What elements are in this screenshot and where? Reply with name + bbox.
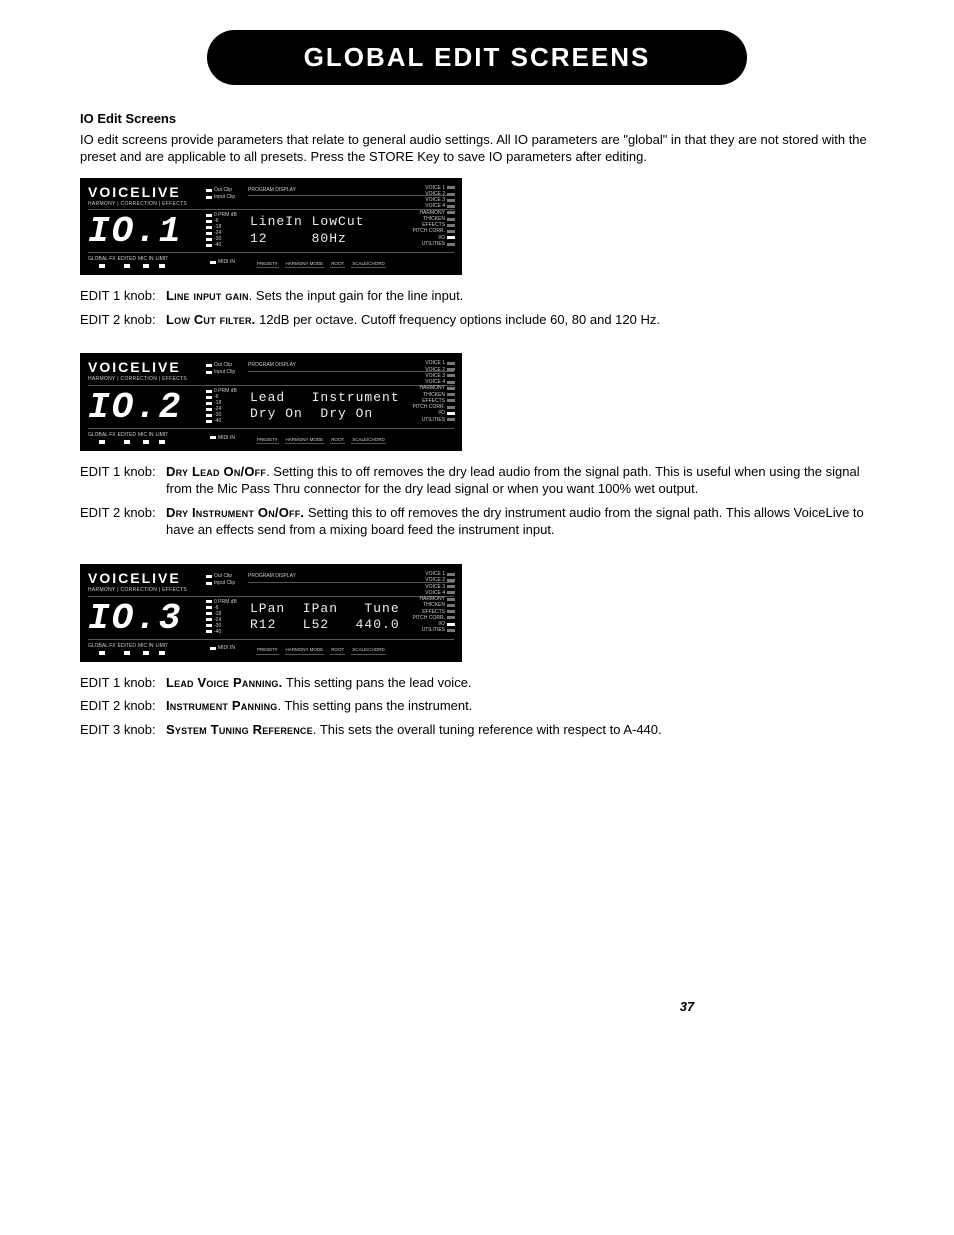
bottom-buttons: GLOBAL FXEDITEDMIC INLIMIT — [88, 432, 206, 444]
knob-label: EDIT 1 knob: — [80, 287, 166, 305]
knob-description-row: EDIT 1 knob: Lead Voice Panning. This se… — [80, 674, 874, 692]
brand-subtitle: HARMONY | CORRECTION | EFFECTS — [88, 587, 206, 594]
knob-label: EDIT 2 knob: — [80, 697, 166, 715]
clip-indicators: Out Clip Input Clip — [206, 185, 248, 201]
clip-indicators: Out Clip Input Clip — [206, 360, 248, 376]
midi-indicator: MIDI IN — [210, 432, 252, 444]
section-heading: IO Edit Screens — [80, 110, 874, 128]
knob-label: EDIT 1 knob: — [80, 674, 166, 692]
knob-description-row: EDIT 2 knob: Low Cut filter. 12dB per oc… — [80, 311, 874, 329]
brand-subtitle: HARMONY | CORRECTION | EFFECTS — [88, 201, 206, 208]
bottom-buttons: GLOBAL FXEDITEDMIC INLIMIT — [88, 256, 206, 268]
knob-label: EDIT 2 knob: — [80, 504, 166, 539]
param-tabs: PRESET#HARMONY MODEROOTSCALE/CHORD — [256, 256, 454, 268]
side-labels: VOICE 1VOICE 2VOICE 3VOICE 4HARMONYTHICK… — [413, 360, 456, 423]
meter-block: 0 PRM dB-6-18-24-30-40 — [206, 599, 248, 637]
knob-description-row: EDIT 3 knob: System Tuning Reference. Th… — [80, 721, 874, 739]
midi-indicator: MIDI IN — [210, 256, 252, 268]
param-tabs: PRESET#HARMONY MODEROOTSCALE/CHORD — [256, 432, 454, 444]
meter-block: 0 PRM dB-6-18-24-30-40 — [206, 212, 248, 250]
brand-subtitle: HARMONY | CORRECTION | EFFECTS — [88, 376, 206, 383]
brand-logo: VOICELIVE — [88, 185, 206, 199]
knob-description: Instrument Panning. This setting pans th… — [166, 697, 874, 715]
knob-description: Lead Voice Panning. This setting pans th… — [166, 674, 874, 692]
knob-description: Dry Lead On/Off. Setting this to off rem… — [166, 463, 874, 498]
intro-paragraph: IO edit screens provide parameters that … — [80, 131, 874, 166]
brand-logo: VOICELIVE — [88, 571, 206, 585]
knob-description-row: EDIT 2 knob: Dry Instrument On/Off. Sett… — [80, 504, 874, 539]
segment-display: IO.2 — [88, 388, 206, 426]
knob-label: EDIT 3 knob: — [80, 721, 166, 739]
knob-description-row: EDIT 1 knob: Dry Lead On/Off. Setting th… — [80, 463, 874, 498]
side-labels: VOICE 1VOICE 2VOICE 3VOICE 4HARMONYTHICK… — [413, 571, 456, 634]
knob-description: Line input gain. Sets the input gain for… — [166, 287, 874, 305]
brand-logo: VOICELIVE — [88, 360, 206, 374]
lcd-screenshot: VOICE 1VOICE 2VOICE 3VOICE 4HARMONYTHICK… — [80, 353, 462, 451]
midi-indicator: MIDI IN — [210, 643, 252, 655]
bottom-buttons: GLOBAL FXEDITEDMIC INLIMIT — [88, 643, 206, 655]
knob-label: EDIT 2 knob: — [80, 311, 166, 329]
segment-display: IO.1 — [88, 212, 206, 250]
knob-description: Dry Instrument On/Off. Setting this to o… — [166, 504, 874, 539]
knob-description: Low Cut filter. 12dB per octave. Cutoff … — [166, 311, 874, 329]
knob-description: System Tuning Reference. This sets the o… — [166, 721, 874, 739]
side-labels: VOICE 1VOICE 2VOICE 3VOICE 4HARMONYTHICK… — [413, 185, 456, 248]
page-title: GLOBAL EDIT SCREENS — [207, 30, 747, 85]
knob-description-row: EDIT 1 knob: Line input gain. Sets the i… — [80, 287, 874, 305]
meter-block: 0 PRM dB-6-18-24-30-40 — [206, 388, 248, 426]
segment-display: IO.3 — [88, 599, 206, 637]
lcd-screenshot: VOICE 1VOICE 2VOICE 3VOICE 4HARMONYTHICK… — [80, 178, 462, 276]
page-number: 37 — [80, 998, 874, 1016]
param-tabs: PRESET#HARMONY MODEROOTSCALE/CHORD — [256, 643, 454, 655]
knob-description-row: EDIT 2 knob: Instrument Panning. This se… — [80, 697, 874, 715]
lcd-screenshot: VOICE 1VOICE 2VOICE 3VOICE 4HARMONYTHICK… — [80, 564, 462, 662]
knob-label: EDIT 1 knob: — [80, 463, 166, 498]
clip-indicators: Out Clip Input Clip — [206, 571, 248, 587]
